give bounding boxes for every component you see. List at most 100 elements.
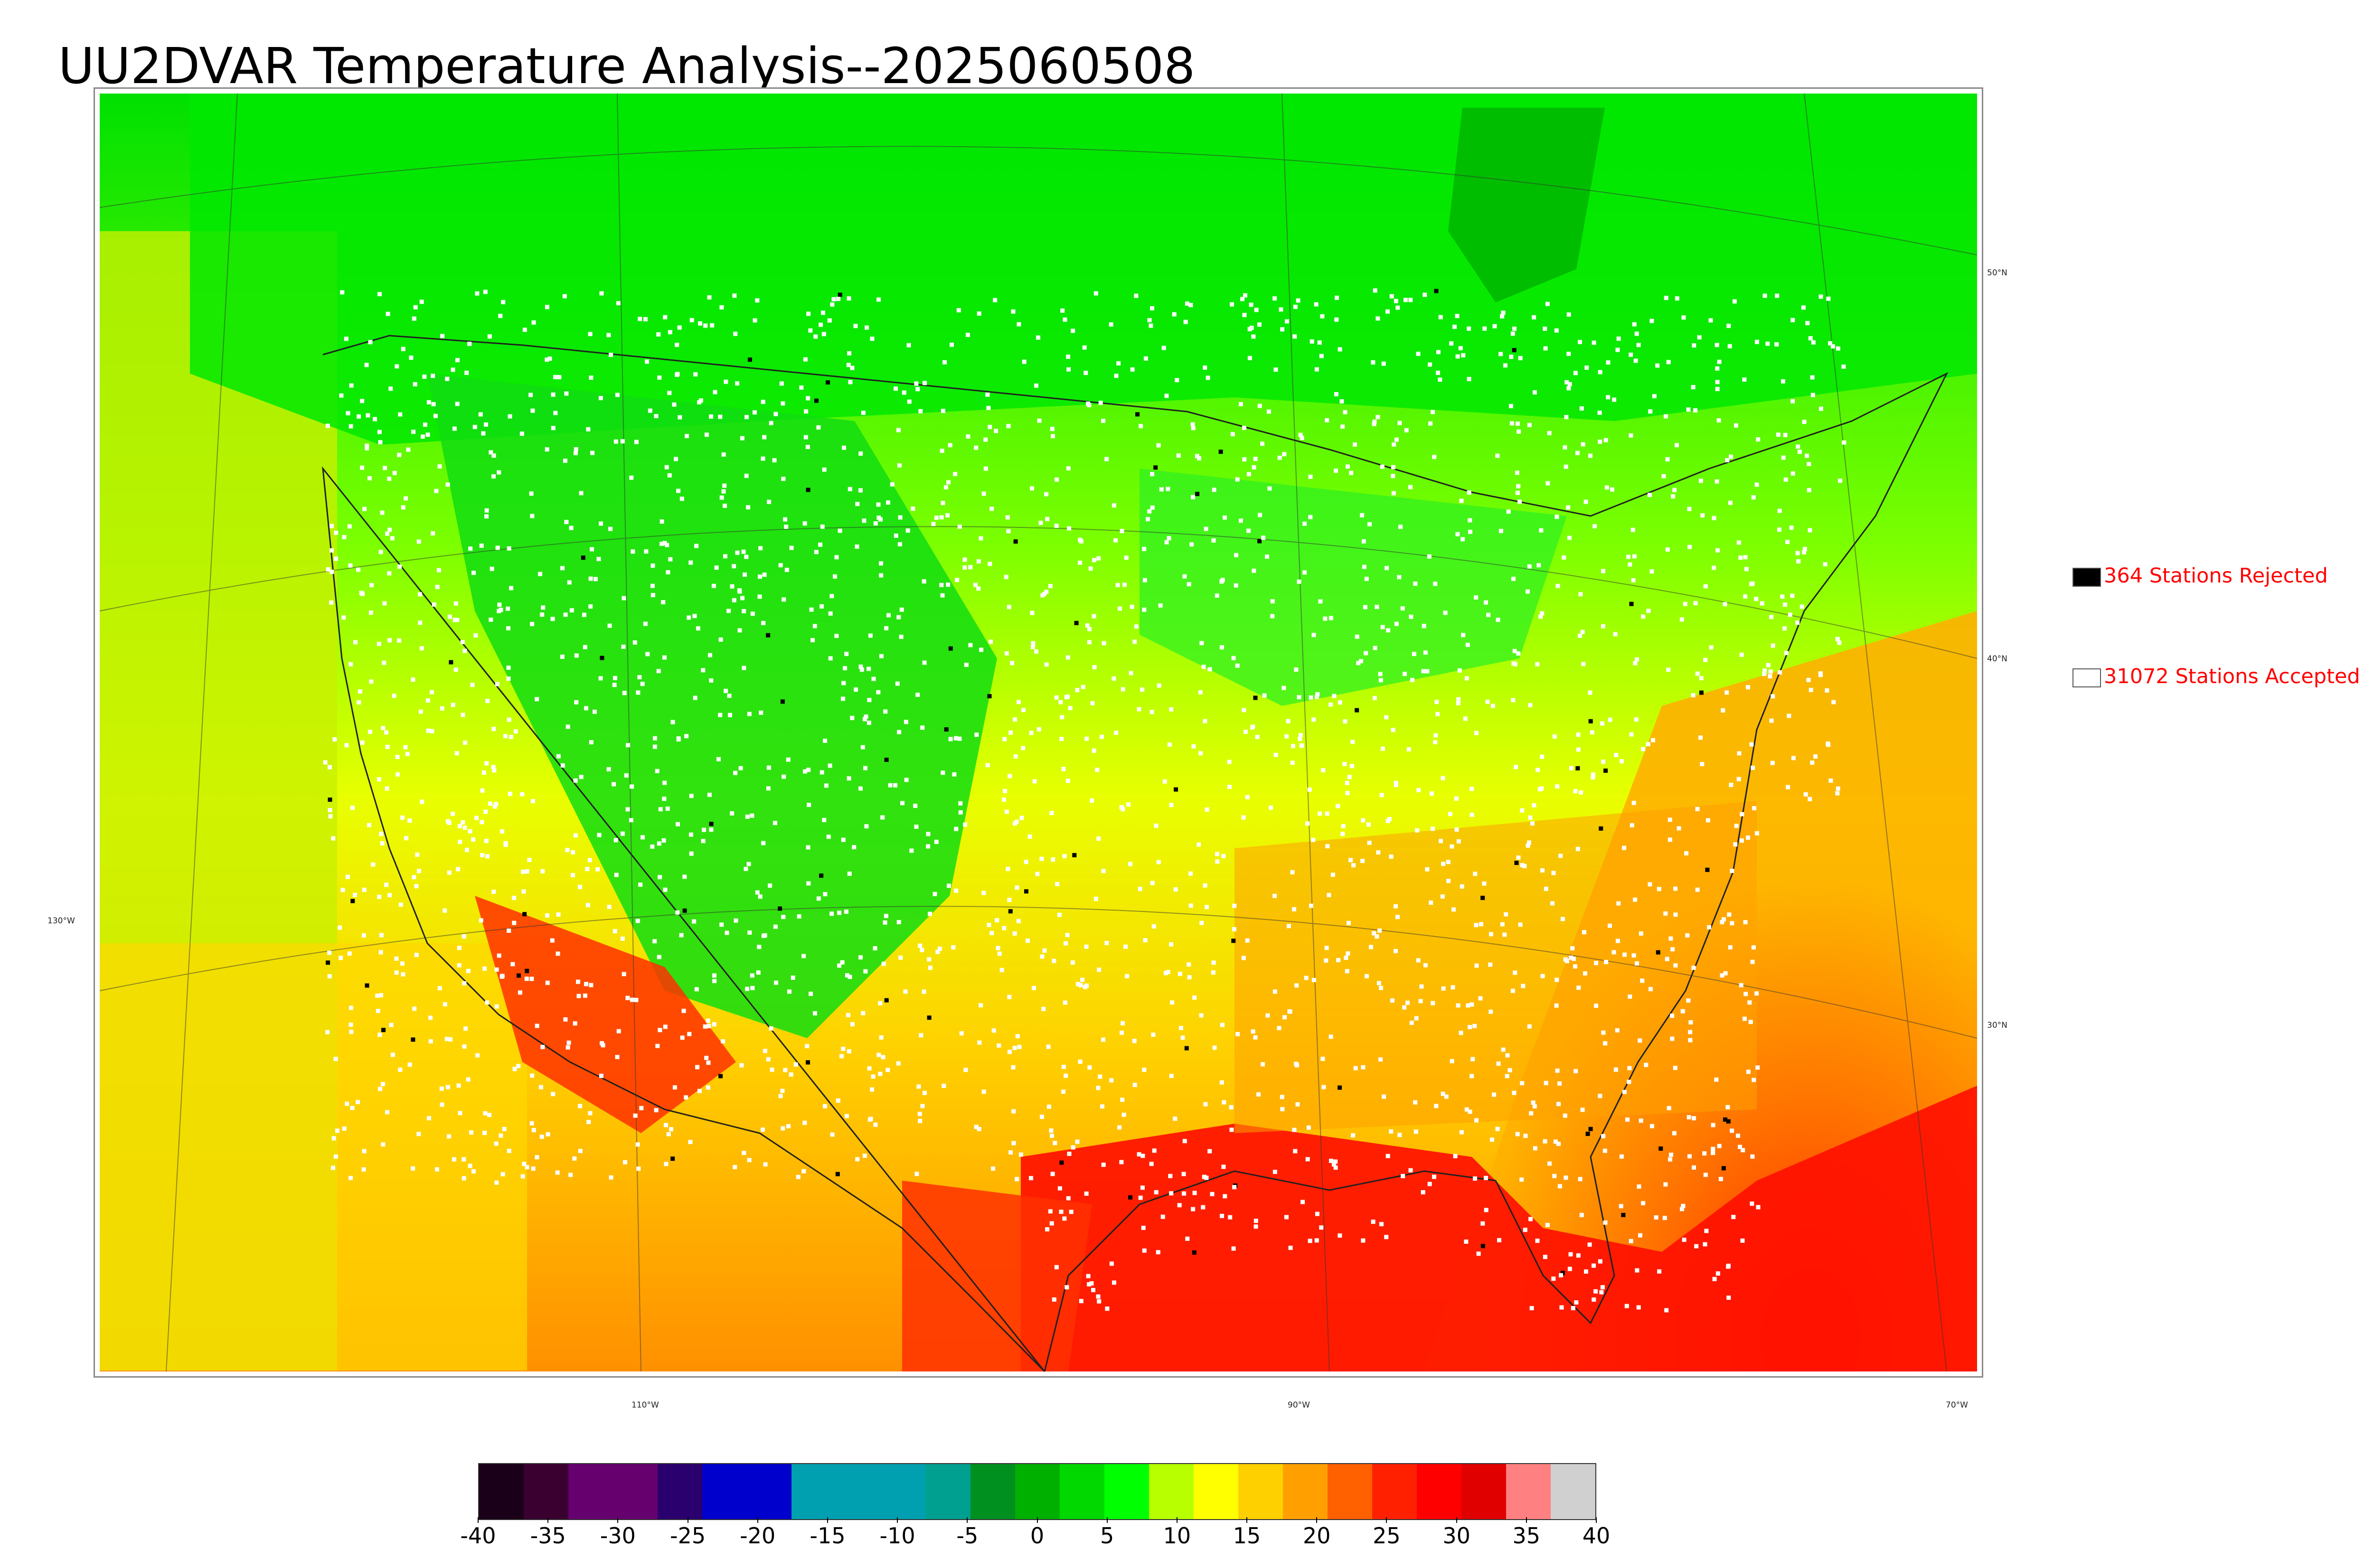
station-marker [1508, 404, 1513, 408]
station-marker [383, 466, 387, 470]
station-marker [635, 919, 640, 923]
station-marker [622, 596, 626, 601]
rockies-green-field [427, 374, 997, 1038]
station-marker [587, 858, 592, 863]
station-marker [1774, 342, 1779, 347]
station-marker [677, 325, 682, 330]
station-marker [725, 930, 729, 935]
station-marker [1254, 308, 1259, 312]
station-marker [858, 451, 863, 456]
station-marker [868, 633, 873, 638]
station-marker [687, 1032, 692, 1036]
station-marker [1796, 559, 1801, 563]
station-marker [1666, 360, 1671, 365]
station-marker [1024, 889, 1028, 894]
station-marker [1206, 376, 1210, 380]
station-marker [1232, 1185, 1237, 1190]
station-marker [1649, 569, 1654, 574]
station-marker [1167, 536, 1171, 541]
station-marker [1324, 958, 1328, 963]
station-marker [1842, 440, 1846, 445]
station-marker [1011, 309, 1016, 314]
station-marker [586, 1120, 591, 1124]
station-marker [588, 576, 593, 581]
station-marker [886, 613, 891, 618]
station-marker [1603, 768, 1608, 773]
station-marker [521, 869, 526, 874]
station-marker [1249, 302, 1253, 307]
station-marker [1564, 1175, 1568, 1180]
station-marker [483, 1111, 488, 1116]
station-marker [991, 1166, 995, 1171]
station-marker [1371, 1220, 1375, 1224]
station-marker [512, 896, 517, 900]
station-marker [1526, 589, 1530, 594]
station-marker [1324, 946, 1329, 950]
station-marker [1031, 645, 1035, 649]
station-marker [1495, 453, 1500, 458]
colorbar-tick-label: 0 [1030, 1523, 1045, 1549]
station-marker [810, 638, 815, 642]
station-marker [667, 473, 672, 478]
station-marker [712, 979, 717, 983]
station-marker [1746, 1070, 1751, 1074]
station-marker [1389, 854, 1394, 859]
station-marker [1245, 938, 1250, 943]
station-marker [1199, 920, 1204, 925]
station-marker [638, 317, 642, 321]
station-marker [976, 559, 981, 563]
station-marker [462, 1044, 467, 1049]
station-marker [782, 774, 786, 779]
station-marker [1063, 317, 1067, 322]
station-marker [1267, 486, 1272, 491]
station-marker [630, 784, 634, 789]
station-marker [1142, 1068, 1147, 1072]
station-marker [1327, 892, 1331, 897]
station-marker [1222, 1100, 1226, 1105]
station-marker [1394, 621, 1399, 626]
station-marker [633, 1113, 638, 1118]
station-marker [535, 1023, 539, 1028]
station-marker [361, 1167, 366, 1172]
station-marker [385, 786, 389, 791]
station-marker [756, 970, 761, 975]
station-marker [667, 391, 672, 395]
station-marker [1509, 421, 1514, 426]
station-marker [679, 497, 684, 501]
colorbar-tick [1106, 1517, 1108, 1523]
station-marker [1319, 1225, 1324, 1230]
station-marker [1554, 977, 1559, 982]
station-marker [508, 791, 512, 796]
station-marker [342, 1126, 347, 1131]
station-marker [1756, 1205, 1761, 1210]
station-marker [1004, 574, 1008, 579]
station-marker [1355, 708, 1359, 713]
station-marker [1011, 1065, 1016, 1070]
station-marker [1051, 857, 1055, 862]
station-marker [1413, 1129, 1418, 1134]
station-marker [464, 370, 469, 375]
rejected-swatch [2073, 567, 2101, 587]
station-marker [989, 507, 994, 511]
station-marker [1672, 1131, 1677, 1136]
station-marker [1730, 869, 1734, 873]
station-marker [752, 410, 757, 415]
station-marker [545, 305, 549, 310]
station-marker [1661, 474, 1666, 479]
station-marker [1253, 1035, 1258, 1040]
station-marker [1634, 331, 1639, 336]
station-marker [1837, 640, 1842, 645]
station-marker [824, 783, 829, 788]
station-marker [1436, 350, 1441, 355]
station-marker [330, 548, 334, 553]
station-marker [454, 751, 459, 756]
station-marker [789, 1072, 793, 1077]
station-marker [965, 332, 970, 337]
station-marker [498, 313, 503, 318]
station-marker [366, 413, 370, 418]
station-marker [1185, 1236, 1190, 1241]
station-marker [1450, 844, 1454, 849]
station-marker [1169, 1073, 1174, 1078]
station-marker [845, 1114, 849, 1118]
station-marker [1743, 555, 1748, 560]
